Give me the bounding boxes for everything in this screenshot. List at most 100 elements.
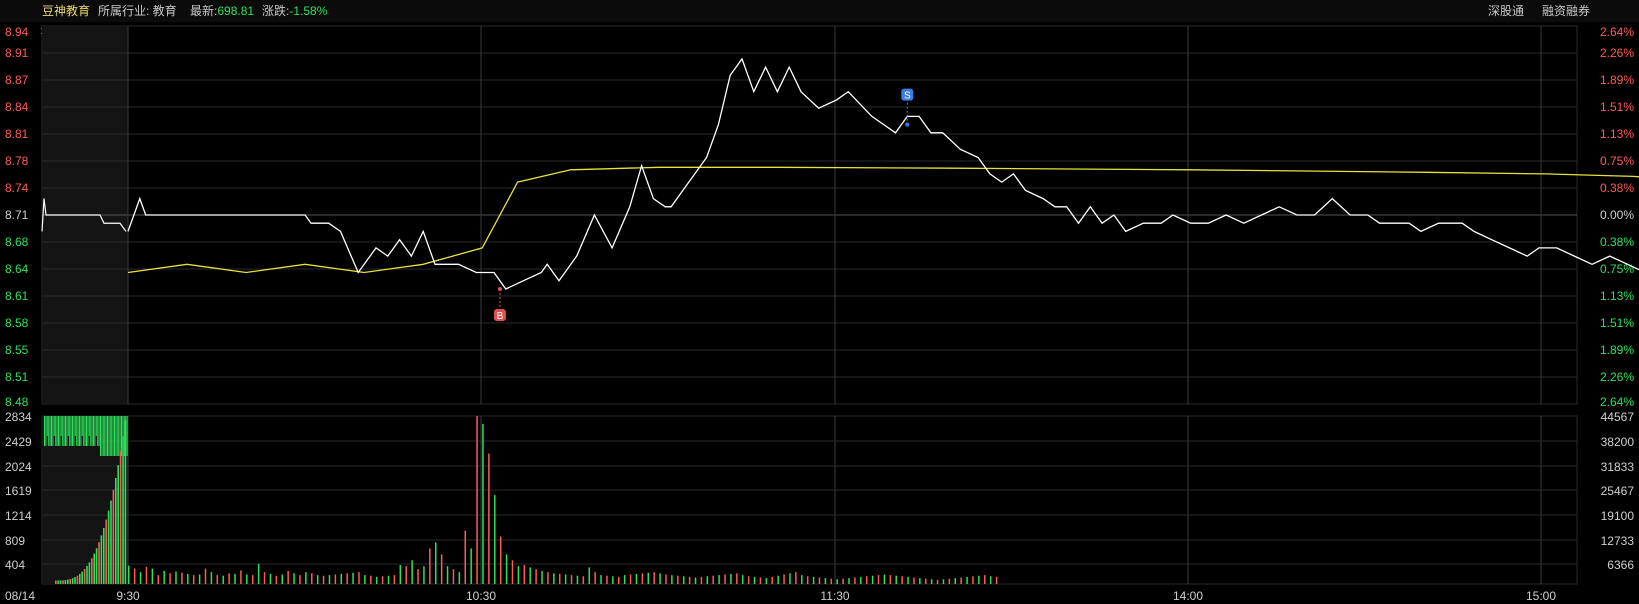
volume-bar (895, 575, 897, 584)
volume-bar (600, 575, 602, 584)
volume-bar (128, 565, 130, 584)
volume-bar (79, 573, 81, 584)
volume-bar (169, 573, 171, 584)
volume-bar (91, 416, 93, 446)
volume-bar (948, 578, 951, 584)
volume-bar (618, 576, 620, 584)
volume-bar (783, 574, 785, 584)
volume-bar (334, 574, 337, 584)
volume-bar (251, 575, 254, 584)
volume-bar (529, 567, 531, 584)
volume-bar (488, 453, 490, 584)
volume-bar (100, 416, 101, 456)
volume-bar (393, 575, 396, 584)
volume-bar (753, 576, 756, 584)
volume-bar (677, 575, 679, 584)
price-tick-label: 8.48 (5, 395, 29, 409)
volume-bar (836, 579, 838, 584)
volume-bar (736, 573, 738, 584)
volume-tick-label: 1619 (5, 484, 32, 498)
volume-bar (960, 577, 962, 584)
volume-bar (464, 530, 467, 584)
volume-bar (470, 548, 472, 584)
pct-tick-label: 1.13% (1600, 127, 1634, 141)
volume-bar (877, 575, 880, 584)
volume-bar (105, 416, 107, 456)
volume-bar (86, 566, 88, 584)
pct-tick-label: 2.26% (1600, 370, 1634, 384)
volume-bar (97, 416, 99, 446)
volume-bar (109, 416, 111, 456)
volume-bar (346, 573, 348, 584)
pct-tick-label: 0.38% (1600, 181, 1634, 195)
pct-tick-label: 1.51% (1600, 100, 1634, 114)
volume-bar (287, 570, 289, 584)
volume-bar (576, 575, 579, 584)
volume-bar (612, 576, 614, 584)
volume-right-tick-label: 25467 (1601, 484, 1635, 498)
volume-bar (83, 569, 86, 584)
volume-bar (56, 416, 58, 446)
volume-bar (79, 416, 80, 446)
volume-bar (594, 572, 596, 584)
volume-bar (476, 416, 478, 584)
volume-bar (387, 575, 390, 584)
volume-bar (123, 416, 125, 456)
pct-tick-label: 2.26% (1600, 46, 1634, 60)
volume-bar (126, 416, 128, 456)
volume-bar (216, 575, 219, 584)
volume-bar (606, 575, 608, 584)
volume-bar (87, 416, 89, 446)
volume-tick-label: 809 (5, 534, 25, 548)
volume-bar (69, 416, 71, 446)
volume-bar (547, 572, 549, 584)
latest-value: 698.81 (217, 4, 255, 18)
volume-bar (995, 576, 998, 584)
volume-bar (112, 416, 114, 456)
volume-bar (181, 572, 183, 584)
volume-bar (98, 416, 100, 446)
volume-bar (730, 573, 732, 584)
volume-bar (641, 573, 644, 584)
volume-right-tick-label: 31833 (1601, 460, 1635, 474)
volume-bar (848, 578, 850, 584)
pct-tick-label: 1.89% (1600, 343, 1634, 357)
price-tick-label: 8.71 (5, 208, 29, 222)
time-tick-label: 08/14 (5, 589, 35, 603)
volume-tick-label: 2024 (5, 460, 32, 474)
volume-bar (204, 568, 207, 584)
pre-market-price-line (41, 198, 127, 232)
volume-bar (558, 573, 561, 584)
volume-bar (121, 416, 122, 456)
volume-bar (80, 416, 82, 446)
volume-bar (74, 577, 76, 584)
volume-bar (452, 569, 455, 584)
sgt-link[interactable]: 深股通 (1488, 4, 1525, 18)
margin-trading-link[interactable]: 融资融券 (1542, 4, 1591, 18)
volume-bar (62, 580, 64, 584)
volume-bar (62, 416, 64, 446)
volume-bar (65, 416, 66, 446)
volume-bar (511, 560, 514, 584)
volume-bar (789, 573, 791, 584)
volume-right-tick-label: 12733 (1601, 534, 1635, 548)
volume-bar (582, 576, 585, 584)
volume-bar (53, 416, 55, 436)
volume-bar (55, 416, 57, 446)
sell-signal-badge (901, 88, 914, 101)
volume-bar (100, 535, 103, 584)
volume-bar (694, 577, 697, 584)
volume-bar (765, 578, 768, 584)
volume-bar (257, 563, 260, 584)
volume-tick-label: 2834 (5, 410, 32, 424)
volume-bar (417, 569, 419, 584)
change-label: 涨跌: (262, 4, 290, 18)
price-tick-label: 8.58 (5, 316, 29, 330)
time-tick-label: 10:30 (466, 589, 496, 603)
pct-tick-label: 2.64% (1600, 395, 1634, 409)
stock-name[interactable]: 豆神教育 (42, 4, 91, 18)
volume-bar (64, 580, 67, 584)
signal-point (497, 286, 502, 291)
pct-tick-label: 2.64% (1600, 25, 1634, 39)
